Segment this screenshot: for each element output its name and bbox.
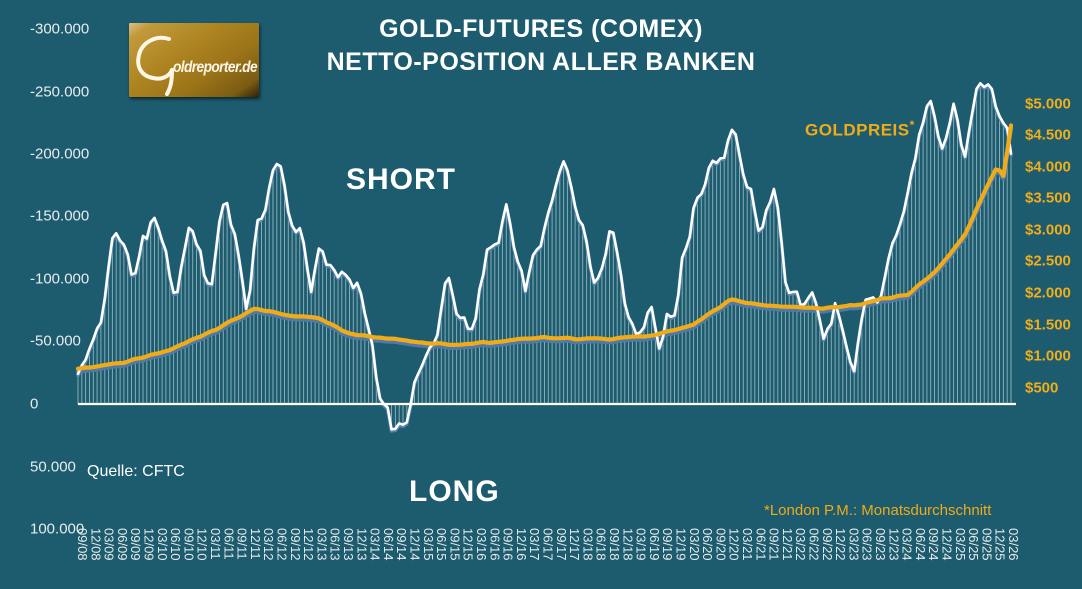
svg-text:oldreporter.de: oldreporter.de <box>173 59 258 76</box>
